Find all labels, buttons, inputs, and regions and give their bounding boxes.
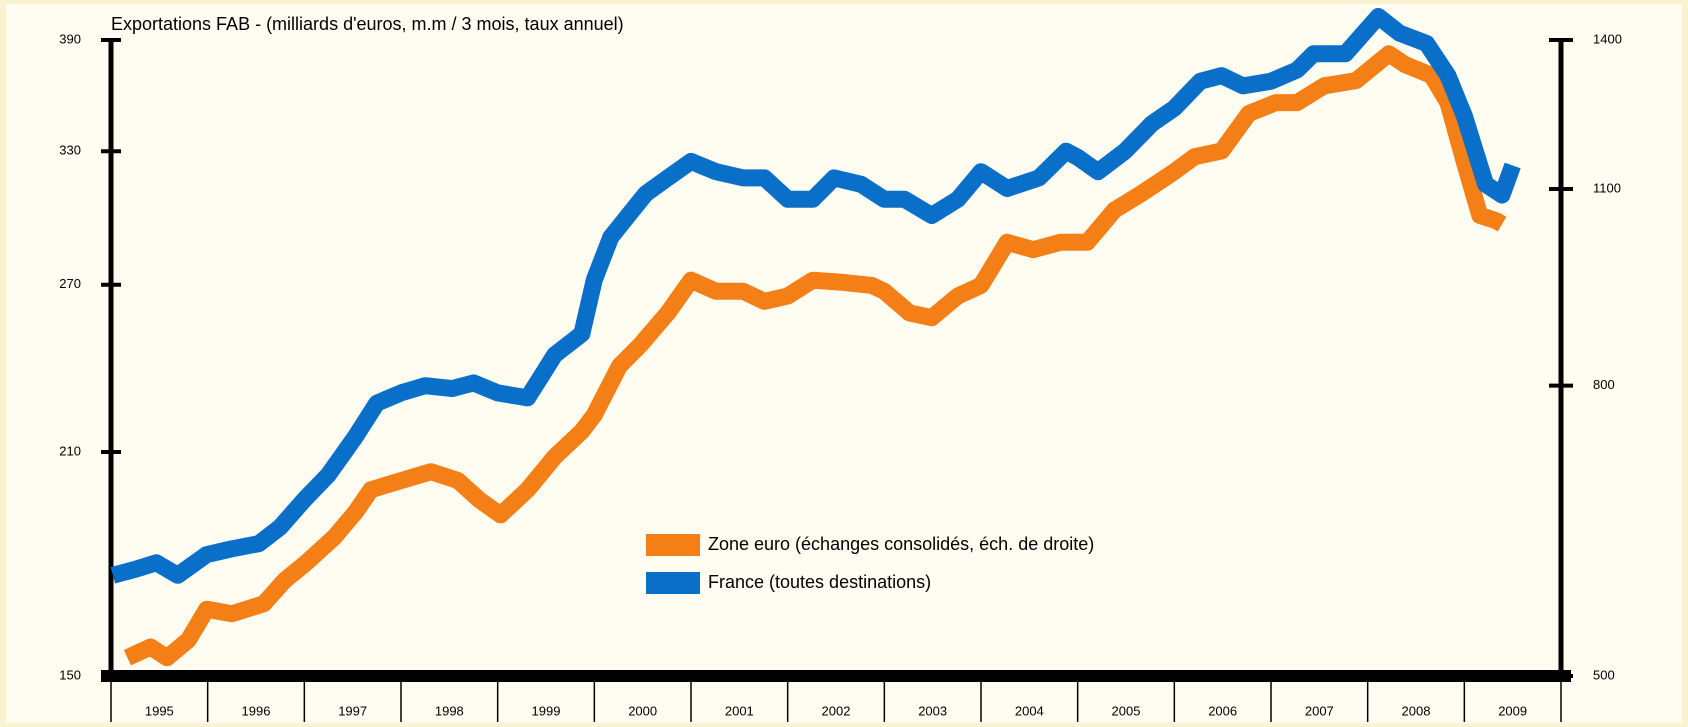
legend-label: Zone euro (échanges consolidés, éch. de … bbox=[708, 534, 1094, 554]
x-tick-label: 1998 bbox=[435, 703, 464, 718]
x-tick-label: 2006 bbox=[1208, 703, 1237, 718]
plot-background bbox=[6, 4, 1682, 723]
x-tick-label: 2007 bbox=[1305, 703, 1334, 718]
x-tick-label: 2001 bbox=[725, 703, 754, 718]
x-axis bbox=[101, 670, 1571, 682]
y-tick-label: 390 bbox=[59, 31, 81, 46]
x-tick-label: 2000 bbox=[628, 703, 657, 718]
x-tick-label: 1996 bbox=[242, 703, 271, 718]
y-tick-label: 330 bbox=[59, 143, 81, 158]
chart-title: Exportations FAB - (milliards d'euros, m… bbox=[111, 14, 624, 34]
series-line bbox=[123, 45, 1507, 667]
x-tick-label: 1997 bbox=[338, 703, 367, 718]
y2-tick-label: 1400 bbox=[1593, 31, 1622, 46]
legend-swatch bbox=[646, 534, 700, 556]
y-tick-label: 210 bbox=[59, 443, 81, 458]
y-tick-label: 270 bbox=[59, 276, 81, 291]
series-line bbox=[110, 8, 1521, 584]
x-tick-label: 2005 bbox=[1112, 703, 1141, 718]
y2-tick-label: 500 bbox=[1593, 667, 1615, 682]
y2-tick-label: 1100 bbox=[1593, 180, 1621, 195]
x-tick-label: 2002 bbox=[822, 703, 851, 718]
y-tick-label: 150 bbox=[59, 667, 81, 682]
legend-swatch bbox=[646, 572, 700, 594]
x-tick-label: 1999 bbox=[532, 703, 561, 718]
legend-label: France (toutes destinations) bbox=[708, 572, 931, 592]
x-tick-label: 2009 bbox=[1498, 703, 1527, 718]
x-tick-label: 2008 bbox=[1402, 703, 1431, 718]
x-tick-label: 2004 bbox=[1015, 703, 1044, 718]
y2-tick-label: 800 bbox=[1593, 377, 1615, 392]
x-tick-label: 2003 bbox=[918, 703, 947, 718]
x-tick-label: 1995 bbox=[145, 703, 174, 718]
